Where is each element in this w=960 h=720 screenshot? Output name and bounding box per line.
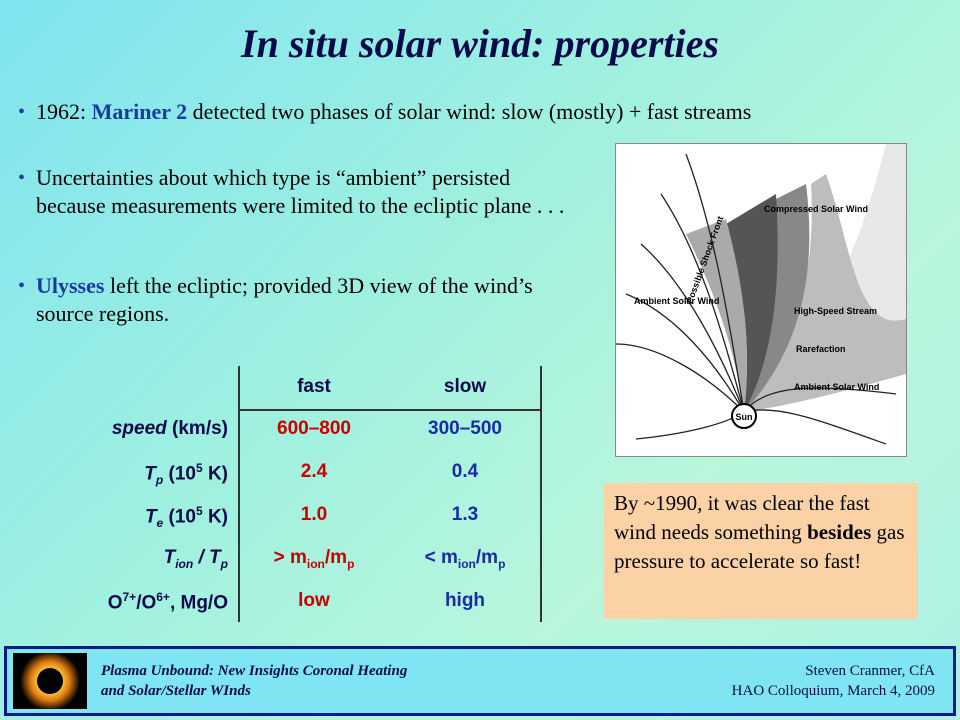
bullet-uncertainties: • Uncertainties about which type is “amb… — [18, 164, 566, 220]
abundance-slow: high — [444, 590, 486, 611]
row-label-abundance: O7+/O6+, Mg/O — [107, 590, 228, 614]
te-fast: 1.0 — [300, 504, 328, 525]
sun-icon — [731, 403, 757, 429]
bullet-text: Uncertainties about which type is “ambie… — [36, 165, 565, 218]
mariner-highlight: Mariner 2 — [91, 99, 188, 124]
solar-corona-image — [13, 653, 87, 709]
label-ambient-bottom: Ambient Solar Wind — [794, 382, 879, 392]
note-text: gas pressure to accelerate so fast! — [614, 520, 905, 573]
corona-icon — [13, 653, 87, 709]
abundance-fast: low — [298, 590, 330, 611]
te-slow: 1.3 — [451, 504, 479, 525]
row-label-tp: Tp (105 K) — [144, 461, 228, 488]
bullet-dot-icon: • — [18, 167, 26, 189]
footer-bar: Plasma Unbound: New Insights Coronal Hea… — [4, 646, 956, 716]
label-rarefaction: Rarefaction — [796, 344, 846, 354]
slide-title: In situ solar wind: properties — [241, 21, 719, 66]
solar-wind-diagram-svg: Sun Compressed Solar Wind Possible Shock… — [616, 144, 906, 445]
speed-fast: 600–800 — [277, 418, 351, 439]
tp-slow: 0.4 — [451, 461, 479, 482]
bullet-mariner: • 1962: Mariner 2 detected two phases of… — [18, 98, 956, 126]
bullet-ulysses: • Ulysses left the ecliptic; provided 3D… — [18, 272, 566, 328]
row-label-te: Te (105 K) — [144, 504, 228, 531]
speed-slow: 300–500 — [428, 418, 502, 439]
tion-fast: > mion/mp — [273, 547, 355, 571]
row-label-speed: speed (km/s) — [111, 418, 228, 439]
bullet-text: detected two phases of solar wind: slow … — [187, 99, 752, 124]
ulysses-highlight: Ulysses — [36, 273, 105, 298]
solar-wind-diagram: Sun Compressed Solar Wind Possible Shock… — [615, 143, 907, 457]
tion-slow: < mion/mp — [424, 547, 506, 571]
table-hline — [238, 409, 540, 411]
row-label-tion: Tion / Tp — [163, 547, 228, 571]
rarefaction-region — [744, 174, 906, 412]
tp-fast: 2.4 — [300, 461, 328, 482]
compressed-band — [726, 194, 778, 412]
footer-author: Steven Cranmer, CfA HAO Colloquium, Marc… — [731, 663, 935, 699]
bullet-dot-icon: • — [18, 101, 26, 123]
bullet-text: 1962: — [36, 99, 92, 124]
label-compressed: Compressed Solar Wind — [764, 204, 868, 214]
col-header-slow: slow — [443, 376, 487, 397]
table-vline — [238, 366, 240, 622]
conclusion-note: By ~1990, it was clear the fast wind nee… — [604, 483, 918, 619]
note-bold: besides — [807, 520, 872, 544]
bullet-dot-icon: • — [18, 275, 26, 297]
label-ambient-top: Ambient Solar Wind — [634, 296, 719, 306]
footer-talk-title: Plasma Unbound: New Insights Coronal Hea… — [101, 663, 408, 699]
properties-table: fast slow speed (km/s) 600–800 300–500 T… — [40, 366, 542, 622]
shock-band — [686, 219, 747, 412]
note-text: By ~1990, it was clear the fast wind nee… — [614, 491, 870, 544]
table-vline-right — [540, 366, 542, 622]
col-header-fast: fast — [297, 376, 331, 397]
sun-label: Sun — [736, 412, 753, 422]
bullet-text: left the ecliptic; provided 3D view of t… — [36, 273, 533, 326]
label-high-speed: High-Speed Stream — [794, 306, 877, 316]
